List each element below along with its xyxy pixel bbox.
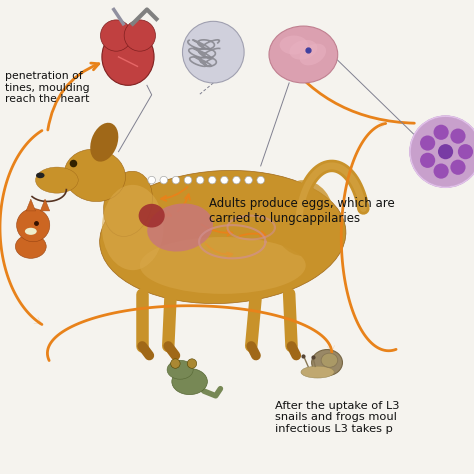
Circle shape xyxy=(257,176,264,184)
Circle shape xyxy=(438,144,453,159)
Circle shape xyxy=(70,160,77,167)
Circle shape xyxy=(187,359,197,368)
Ellipse shape xyxy=(300,44,326,65)
Circle shape xyxy=(420,153,435,168)
Polygon shape xyxy=(40,199,50,211)
Ellipse shape xyxy=(15,235,46,258)
Text: Adults produce eggs, which are
carried to lungcappilaries: Adults produce eggs, which are carried t… xyxy=(209,197,394,225)
Ellipse shape xyxy=(280,36,308,55)
Circle shape xyxy=(420,136,435,151)
Circle shape xyxy=(410,116,474,187)
Ellipse shape xyxy=(301,366,334,378)
Ellipse shape xyxy=(138,204,165,228)
Ellipse shape xyxy=(100,171,346,303)
Circle shape xyxy=(148,176,155,184)
Ellipse shape xyxy=(36,167,78,193)
Circle shape xyxy=(245,176,252,184)
Ellipse shape xyxy=(290,40,317,60)
Circle shape xyxy=(458,144,473,159)
Ellipse shape xyxy=(273,180,334,256)
Ellipse shape xyxy=(269,26,337,83)
Circle shape xyxy=(184,176,192,184)
Circle shape xyxy=(450,128,465,144)
Ellipse shape xyxy=(321,353,337,367)
Circle shape xyxy=(171,359,180,368)
Circle shape xyxy=(100,20,132,51)
Circle shape xyxy=(209,176,216,184)
Ellipse shape xyxy=(172,369,208,394)
Circle shape xyxy=(172,176,180,184)
Circle shape xyxy=(124,20,155,51)
Circle shape xyxy=(182,21,244,83)
Ellipse shape xyxy=(25,228,36,235)
Circle shape xyxy=(233,176,240,184)
Ellipse shape xyxy=(36,173,45,178)
Text: After the uptake of L3
snails and frogs moul
infectious L3 takes p: After the uptake of L3 snails and frogs … xyxy=(275,401,400,434)
Ellipse shape xyxy=(147,203,213,252)
Polygon shape xyxy=(26,199,36,211)
Circle shape xyxy=(196,176,204,184)
Circle shape xyxy=(434,164,449,179)
Ellipse shape xyxy=(102,28,154,85)
Ellipse shape xyxy=(90,123,118,162)
Ellipse shape xyxy=(102,185,164,270)
Circle shape xyxy=(160,176,168,184)
Circle shape xyxy=(450,160,465,175)
Circle shape xyxy=(17,209,50,242)
Ellipse shape xyxy=(103,171,153,237)
Ellipse shape xyxy=(140,237,306,294)
Circle shape xyxy=(220,176,228,184)
Text: penetration of
tines, moulding
reach the heart: penetration of tines, moulding reach the… xyxy=(5,71,90,104)
Ellipse shape xyxy=(167,360,193,379)
Ellipse shape xyxy=(311,350,342,375)
Ellipse shape xyxy=(64,149,126,201)
Circle shape xyxy=(434,125,449,140)
